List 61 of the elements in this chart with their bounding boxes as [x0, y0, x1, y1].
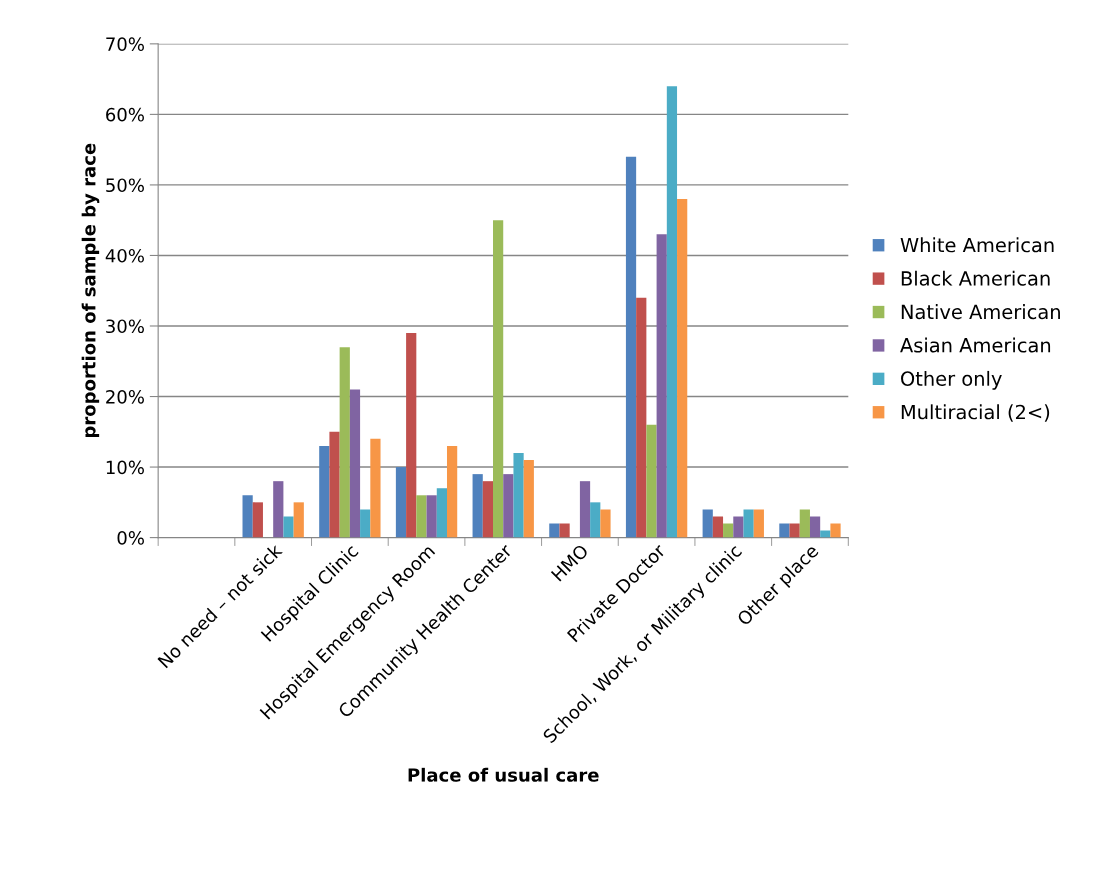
y-tick-label: 30% — [106, 319, 144, 334]
bar — [426, 495, 437, 538]
bar — [625, 156, 637, 538]
legend-label: Other only — [901, 370, 1002, 390]
bar — [273, 481, 284, 538]
bar — [809, 516, 821, 538]
y-tick-label: 20% — [106, 389, 144, 404]
bar — [503, 474, 514, 538]
bar — [702, 509, 713, 538]
bar — [559, 523, 570, 538]
bar — [590, 502, 601, 538]
bar — [339, 347, 350, 538]
bar — [416, 495, 427, 538]
bar — [447, 445, 458, 538]
y-tick-label: 50% — [106, 178, 144, 193]
bar — [319, 445, 330, 538]
bar — [436, 488, 447, 538]
bar — [799, 509, 810, 538]
bar — [513, 452, 524, 538]
bar — [293, 502, 304, 538]
bar — [370, 438, 381, 538]
x-axis-title: Place of usual care — [408, 767, 599, 782]
bar — [482, 481, 494, 538]
y-tick-label: 10% — [106, 460, 144, 475]
y-tick-label: 60% — [106, 107, 144, 122]
bar — [779, 523, 790, 538]
bar — [753, 509, 764, 538]
bar — [579, 481, 591, 538]
bar — [789, 523, 800, 538]
legend-label: Native American — [901, 304, 1060, 320]
bar — [677, 199, 688, 538]
bar — [666, 86, 678, 538]
bar — [472, 474, 483, 538]
bar — [360, 509, 371, 538]
bar — [329, 431, 340, 538]
bar — [406, 333, 417, 538]
bar — [646, 424, 657, 538]
y-axis-title: proportion of sample by race — [81, 143, 100, 438]
bar — [283, 516, 294, 538]
legend-label: White American — [900, 237, 1054, 253]
bar — [712, 516, 724, 538]
legend-label: Black American — [901, 270, 1050, 286]
bar — [523, 460, 534, 538]
bar — [395, 467, 407, 538]
bar — [733, 516, 744, 538]
y-tick-label: 70% — [106, 37, 144, 51]
y-tick-label: 40% — [105, 248, 144, 263]
bar — [600, 509, 611, 538]
bar — [549, 523, 560, 538]
y-tick-label: 0% — [117, 531, 144, 545]
bar — [743, 509, 754, 538]
bar — [656, 234, 667, 538]
bar — [493, 220, 504, 538]
bar — [830, 523, 841, 538]
bar — [252, 502, 263, 538]
bar — [636, 297, 647, 538]
legend-label: Multiracial (2<) — [901, 404, 1050, 422]
bar — [723, 523, 734, 538]
legend-label: Asian American — [900, 337, 1051, 353]
bar — [242, 495, 253, 538]
bar — [349, 389, 361, 538]
